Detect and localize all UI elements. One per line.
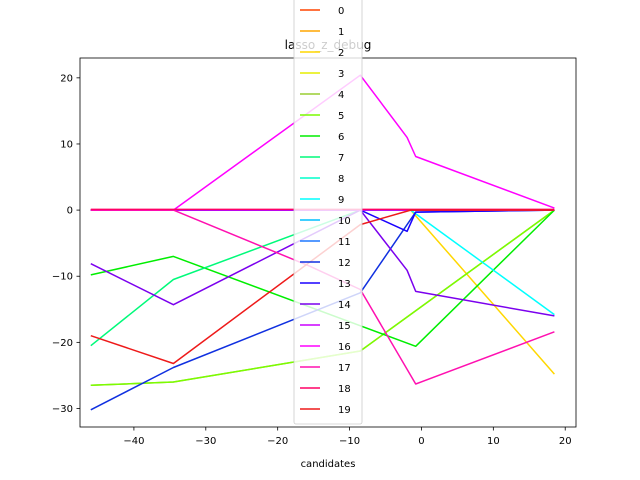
y-axis: −30 −20 −10 0 10 20 <box>52 73 80 415</box>
y-tick-label: 0 <box>67 206 73 217</box>
x-tick-label: 10 <box>487 436 500 447</box>
legend-label: 7 <box>338 153 344 164</box>
legend-label: 19 <box>338 405 351 416</box>
x-tick-label: −40 <box>123 436 144 447</box>
legend-label: 8 <box>338 174 344 185</box>
legend-label: 6 <box>338 132 344 143</box>
x-axis-label: candidates <box>301 459 356 470</box>
y-tick-label: −20 <box>52 338 73 349</box>
legend-label: 13 <box>338 279 351 290</box>
x-tick-label: 0 <box>418 436 424 447</box>
legend-label: 0 <box>338 6 344 17</box>
legend-label: 11 <box>338 237 351 248</box>
x-tick-label: −20 <box>267 436 288 447</box>
legend-label: 17 <box>338 363 351 374</box>
legend-label: 1 <box>338 27 344 38</box>
legend-box <box>293 0 363 425</box>
legend-label: 15 <box>338 321 351 332</box>
series-line-5 <box>90 209 555 387</box>
legend-label: 4 <box>338 90 344 101</box>
legend-label: 18 <box>338 384 351 395</box>
legend-label: 9 <box>338 195 344 206</box>
legend-label: 12 <box>338 258 351 269</box>
legend-label: 5 <box>338 111 344 122</box>
legend-label: 3 <box>338 69 344 80</box>
legend-label: 10 <box>338 216 351 227</box>
x-axis: −40 −30 −20 −10 0 10 20 <box>123 427 572 447</box>
legend-label: 16 <box>338 342 351 353</box>
x-tick-label: −10 <box>339 436 360 447</box>
legend-label: 14 <box>338 300 351 311</box>
series-line-14 <box>90 209 555 317</box>
legend-label: 2 <box>338 48 344 59</box>
x-tick-label: 20 <box>559 436 572 447</box>
y-tick-label: 10 <box>60 139 73 150</box>
y-tick-label: −30 <box>52 404 73 415</box>
y-tick-label: −10 <box>52 272 73 283</box>
y-tick-label: 20 <box>60 73 73 84</box>
x-tick-label: −30 <box>195 436 216 447</box>
